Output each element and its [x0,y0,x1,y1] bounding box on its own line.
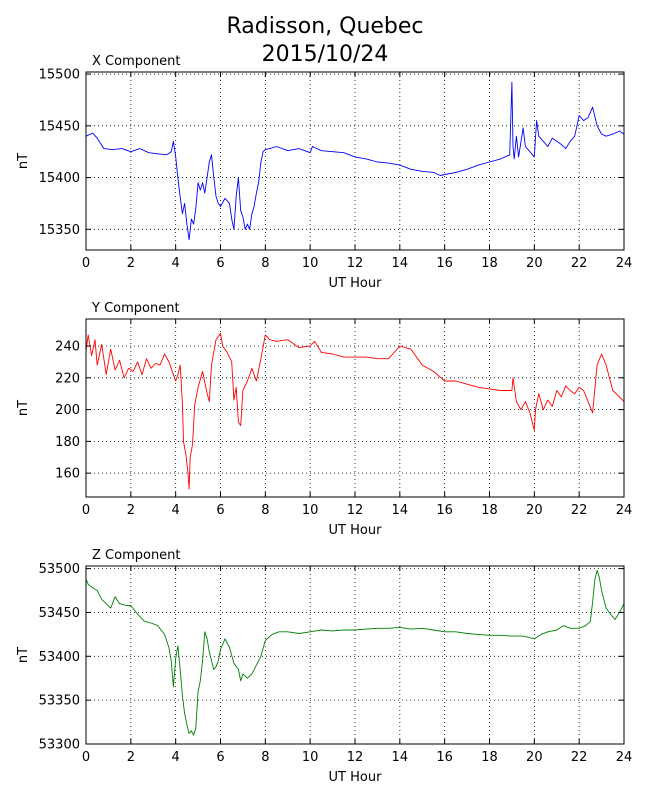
x-tick-label: 0 [82,256,90,271]
y-tick-label: 53450 [39,606,80,621]
y-axis-label: nT [16,400,31,416]
x-tick-label: 16 [436,256,453,271]
x-tick-label: 22 [571,750,588,765]
x-tick-label: 12 [347,503,364,518]
y-axis-label: nT [16,647,31,663]
y-tick-label: 15400 [39,171,80,186]
x-tick-label: 8 [261,256,269,271]
x-tick-label: 18 [481,750,498,765]
x-tick-label: 6 [216,256,224,271]
x-tick-label: 22 [571,503,588,518]
x-tick-label: 12 [347,750,364,765]
y-tick-label: 53500 [39,562,80,577]
x-tick-label: 22 [571,256,588,271]
x-tick-label: 16 [436,750,453,765]
x-tick-label: 10 [302,256,319,271]
x-tick-label: 18 [481,503,498,518]
x-tick-label: 6 [216,503,224,518]
x-tick-label: 12 [347,256,364,271]
y-tick-label: 53400 [39,650,80,665]
x-axis-label: UT Hour [329,770,383,785]
x-tick-label: 16 [436,503,453,518]
y-tick-label: 15350 [39,223,80,238]
x-tick-label: 2 [127,750,135,765]
x-component-title: X Component [92,54,181,69]
y-tick-label: 53300 [39,738,80,753]
x-tick-label: 14 [392,256,409,271]
x-tick-label: 8 [261,750,269,765]
y-axis-label: nT [16,153,31,169]
x-tick-label: 14 [392,750,409,765]
x-tick-label: 10 [302,750,319,765]
y-tick-label: 15450 [39,119,80,134]
x-tick-label: 18 [481,256,498,271]
y-tick-label: 240 [55,340,80,355]
x-tick-label: 10 [302,503,319,518]
y-tick-label: 180 [55,435,80,450]
y-tick-label: 200 [55,403,80,418]
x-tick-label: 6 [216,750,224,765]
x-axis-label: UT Hour [329,523,383,538]
x-tick-label: 0 [82,503,90,518]
y-tick-label: 220 [55,371,80,386]
y-component-series-line [85,332,625,490]
x-tick-label: 14 [392,503,409,518]
z-component-title: Z Component [92,548,181,563]
x-tick-label: 4 [172,256,180,271]
x-tick-label: 24 [616,503,633,518]
x-tick-label: 4 [172,503,180,518]
x-tick-label: 24 [616,256,633,271]
chart-title-line2: 2015/10/24 [262,42,389,67]
x-tick-label: 20 [526,503,543,518]
y-tick-label: 15500 [39,68,80,83]
y-tick-label: 160 [55,467,80,482]
x-tick-label: 4 [172,750,180,765]
x-tick-label: 24 [616,750,633,765]
chart-title-line1: Radisson, Quebec [226,14,423,39]
x-tick-label: 2 [127,256,135,271]
x-component-panel: 0 2 4 6 8 10 12 14 16 18 20 22 241535015400154501550… [16,54,632,291]
z-component-series-line [85,569,625,736]
x-tick-label: 2 [127,503,135,518]
x-tick-label: 8 [261,503,269,518]
y-tick-label: 53350 [39,694,80,709]
x-tick-label: 20 [526,750,543,765]
x-tick-label: 20 [526,256,543,271]
z-component-panel: 0 2 4 6 8 10 12 14 16 18 20 22 245330053350534005345… [16,548,632,785]
y-component-title: Y Component [91,301,180,316]
x-tick-label: 0 [82,750,90,765]
x-component-series-line [85,81,625,241]
x-axis-label: UT Hour [329,276,383,291]
